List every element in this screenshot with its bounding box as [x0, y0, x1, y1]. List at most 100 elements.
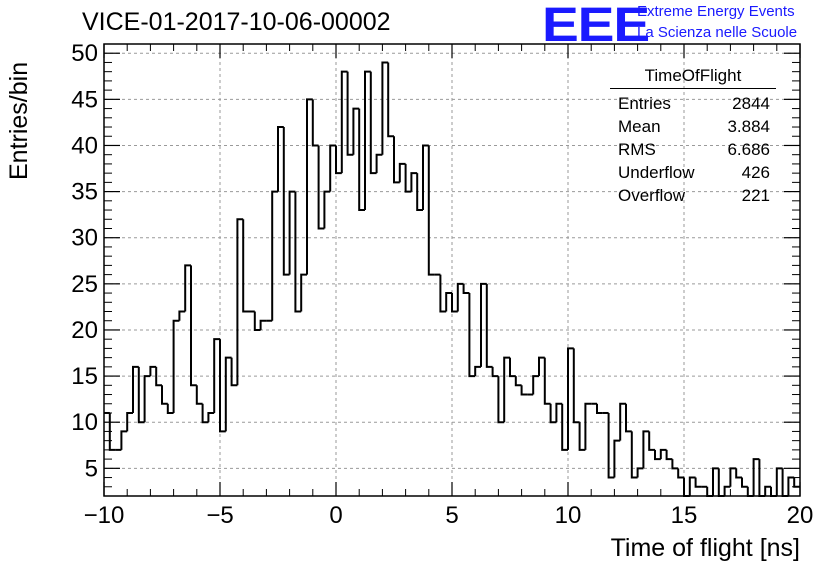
logo-subtitle-2: La Scienza nelle Scuole: [637, 24, 798, 41]
histogram-bin: [311, 99, 319, 147]
histogram-bin: [416, 173, 423, 212]
histogram-bin: [149, 365, 157, 377]
histogram-bin: [155, 366, 162, 387]
stats-title: TimeOfFlight: [610, 66, 776, 89]
stats-box: TimeOfFlight Entries 2844 Mean 3.884 RMS…: [610, 66, 776, 207]
histogram-bin: [427, 145, 435, 276]
histogram-bin: [567, 347, 574, 450]
histogram-bin: [404, 163, 412, 193]
chart-title: VICE-01-2017-10-06-00002: [82, 8, 391, 36]
histogram-bin: [514, 376, 522, 387]
y-tick-label: 30: [71, 225, 98, 252]
histogram-bin: [468, 293, 476, 378]
histogram-bin: [207, 411, 215, 423]
histogram-bin: [166, 403, 174, 414]
x-tick-label: 10: [555, 502, 582, 529]
histogram-bin: [451, 293, 458, 313]
y-tick-label: 35: [71, 179, 98, 206]
stats-value: 6.686: [727, 140, 770, 159]
histogram-bin: [143, 375, 151, 423]
histogram-bin: [190, 265, 197, 387]
histogram-bin: [456, 282, 464, 312]
stats-row-rms: RMS 6.686: [610, 138, 776, 161]
histogram-bin: [555, 402, 563, 423]
histogram-series: [104, 61, 800, 497]
histogram-bin: [253, 311, 261, 331]
histogram-bin: [642, 430, 650, 469]
stats-row-mean: Mean 3.884: [610, 115, 776, 138]
logo-subtitle-1: Extreme Energy Events: [637, 3, 795, 20]
histogram-bin: [398, 162, 406, 183]
histogram-bin: [636, 467, 644, 478]
histogram-bin: [485, 283, 493, 368]
histogram-bin: [712, 467, 719, 496]
histogram-bin: [410, 172, 418, 192]
histogram-bin: [137, 366, 145, 424]
eee-logo: EEE: [542, 0, 650, 52]
x-tick-label: 5: [445, 502, 458, 529]
histogram-bin: [236, 218, 244, 386]
stats-value: 3.884: [727, 117, 770, 136]
histogram-bin: [335, 145, 342, 175]
histogram-bin: [306, 98, 313, 275]
histogram-bin: [161, 385, 168, 405]
x-tick-label: −5: [206, 502, 233, 529]
stats-label: Entries: [618, 94, 671, 113]
histogram-bin: [422, 144, 429, 211]
histogram-bin: [462, 283, 470, 295]
histogram-bin: [439, 274, 447, 313]
histogram-bin: [381, 61, 389, 155]
stats-value: 221: [741, 186, 770, 205]
x-axis-label: Time of flight [ns]: [610, 534, 800, 562]
y-tick-label: 10: [71, 409, 98, 436]
histogram-bin: [271, 190, 278, 321]
histogram-bin: [741, 477, 748, 488]
histogram-bin: [509, 357, 516, 378]
y-tick-label: 5: [85, 455, 98, 482]
stats-value: 2844: [732, 94, 770, 113]
histogram-bin: [126, 411, 133, 432]
histogram-bin: [549, 403, 557, 424]
histogram-bin: [230, 357, 238, 387]
histogram-bin: [491, 366, 499, 378]
stats-label: Underflow: [618, 163, 695, 182]
y-tick-label: 20: [71, 317, 98, 344]
histogram-bin: [584, 402, 592, 450]
histogram-bin: [735, 468, 742, 479]
histogram-bin: [288, 190, 296, 275]
histogram-bin: [259, 319, 267, 330]
histogram-bin: [300, 273, 307, 312]
histogram-bin: [654, 449, 661, 461]
histogram-bin: [543, 357, 551, 405]
histogram-bin: [201, 403, 209, 424]
histogram-bin: [503, 356, 510, 423]
x-tick-label: −10: [84, 502, 125, 529]
histogram-bin: [364, 70, 371, 211]
histogram-bin: [474, 365, 481, 377]
stats-label: RMS: [618, 140, 656, 159]
stats-row-entries: Entries 2844: [610, 92, 776, 115]
histogram-bin: [625, 403, 632, 433]
histogram-bin: [369, 71, 377, 175]
stats-value: 426: [741, 163, 770, 182]
histogram-bin: [671, 459, 679, 470]
histogram-bin: [659, 448, 667, 460]
histogram-bin: [694, 477, 702, 488]
histogram-bin: [294, 191, 302, 313]
histogram-bin: [352, 107, 360, 155]
y-tick-label: 50: [71, 40, 98, 67]
histogram-bin: [520, 385, 528, 396]
stats-row-underflow: Underflow 426: [610, 161, 776, 184]
x-tick-label: 20: [787, 502, 814, 529]
stats-row-overflow: Overflow 221: [610, 184, 776, 207]
tick-labels: −10 −5 0 5 10 15 20 5 10 15 20 25 30 35 40 45 50: [71, 40, 813, 529]
histogram-bin: [729, 467, 737, 487]
x-tick-label: 15: [671, 502, 698, 529]
histogram-bin: [752, 458, 760, 496]
histogram-bin: [358, 108, 365, 212]
histogram-bin: [497, 376, 505, 424]
histogram-bin: [120, 430, 128, 450]
x-tick-label: 0: [329, 502, 342, 529]
histogram-bin: [764, 485, 771, 496]
